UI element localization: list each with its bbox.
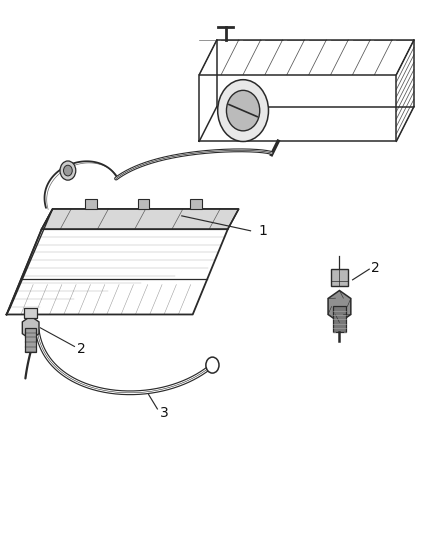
- Polygon shape: [22, 316, 39, 340]
- Polygon shape: [42, 209, 239, 229]
- Bar: [25, 328, 36, 352]
- Text: 2: 2: [371, 261, 380, 275]
- Text: 1: 1: [258, 224, 267, 238]
- Bar: [331, 269, 348, 286]
- Circle shape: [206, 357, 219, 373]
- Bar: [138, 199, 149, 209]
- Circle shape: [60, 161, 76, 180]
- Bar: [24, 308, 37, 318]
- Bar: [333, 306, 346, 332]
- Bar: [191, 199, 202, 209]
- Circle shape: [226, 90, 260, 131]
- Bar: [85, 199, 96, 209]
- Polygon shape: [328, 290, 351, 322]
- Text: 3: 3: [159, 406, 168, 420]
- Circle shape: [218, 80, 268, 142]
- Circle shape: [64, 165, 72, 176]
- Text: 2: 2: [77, 342, 85, 356]
